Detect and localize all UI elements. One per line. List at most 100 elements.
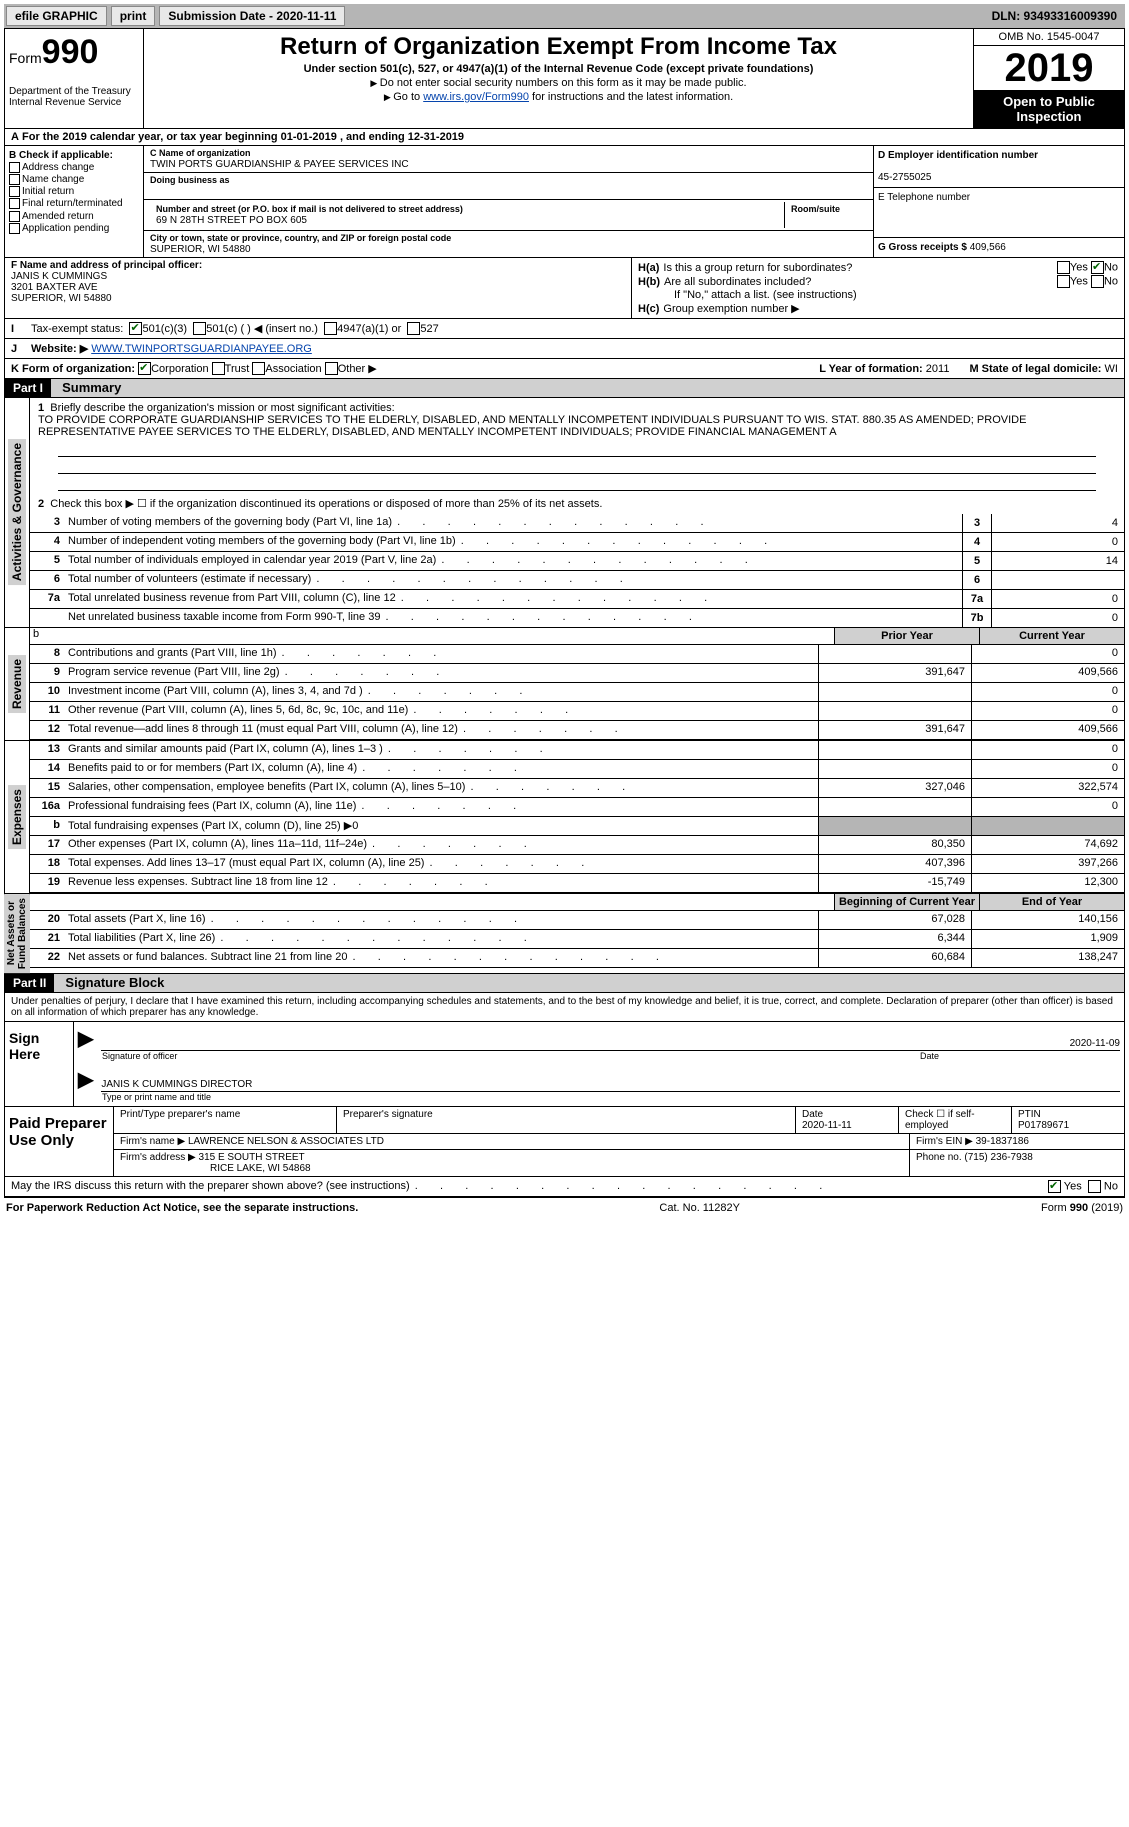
tax-year: 2019	[974, 46, 1124, 90]
chk-application-pending[interactable]: Application pending	[22, 223, 109, 234]
dept-treasury: Department of the Treasury Internal Reve…	[9, 86, 139, 108]
blank-line-2	[58, 459, 1096, 474]
org-name: TWIN PORTS GUARDIANSHIP & PAYEE SERVICES…	[150, 159, 409, 170]
name-label: Type or print name and title	[78, 1092, 1120, 1102]
city-label: City or town, state or province, country…	[150, 233, 451, 243]
na-line: 20Total assets (Part X, line 16)67,02814…	[30, 911, 1124, 930]
q1-label: Briefly describe the organization's miss…	[50, 402, 394, 414]
blocks-bcde: B Check if applicable: Address change Na…	[5, 146, 1124, 258]
ptin-hdr: PTIN	[1018, 1109, 1041, 1120]
row-k-org: K Form of organization: Corporation Trus…	[5, 359, 1124, 379]
chk-address-change[interactable]: Address change	[22, 162, 94, 173]
ptin-val: P01789671	[1018, 1120, 1069, 1131]
gov-line: 4Number of independent voting members of…	[30, 533, 1124, 552]
paid-preparer-block: Paid Preparer Use Only Print/Type prepar…	[5, 1107, 1124, 1177]
q2-text: Check this box ▶ ☐ if the organization d…	[50, 498, 602, 510]
state-domicile: WI	[1105, 363, 1118, 375]
part2-num: Part II	[5, 974, 54, 992]
sign-here-block: Sign Here ▶ 2020-11-09 Signature of offi…	[5, 1022, 1124, 1107]
preparer-name-hdr: Print/Type preparer's name	[114, 1107, 337, 1133]
section-net-assets: Net Assets or Fund Balances Beginning of…	[5, 894, 1124, 974]
na-side-label: Net Assets or Fund Balances	[4, 894, 30, 973]
omb-number: OMB No. 1545-0047	[974, 29, 1124, 46]
cal-year-text: For the 2019 calendar year, or tax year …	[22, 131, 464, 143]
officer-addr2: SUPERIOR, WI 54880	[11, 293, 112, 304]
self-employed-chk[interactable]: Check ☐ if self-employed	[899, 1107, 1012, 1133]
sign-date: 2020-11-09	[1070, 1038, 1120, 1049]
block-de: D Employer identification number45-27550…	[873, 146, 1124, 257]
part1-num: Part I	[5, 379, 51, 397]
gross-receipts-label: G Gross receipts $	[878, 242, 967, 253]
may-discuss-row: May the IRS discuss this return with the…	[5, 1177, 1124, 1197]
rev-line: 12Total revenue—add lines 8 through 11 (…	[30, 721, 1124, 740]
opt-501c3[interactable]: 501(c)(3)	[142, 323, 187, 335]
row-i-tax-status: ITax-exempt status: 501(c)(3) 501(c) ( )…	[5, 319, 1124, 339]
opt-501c[interactable]: 501(c) ( ) ◀ (insert no.)	[206, 322, 318, 335]
prep-date-hdr: Date	[802, 1109, 823, 1120]
f-label: F Name and address of principal officer:	[11, 260, 202, 271]
form-title: Return of Organization Exempt From Incom…	[152, 33, 965, 61]
exp-line: 13Grants and similar amounts paid (Part …	[30, 741, 1124, 760]
exp-line: 18Total expenses. Add lines 13–17 (must …	[30, 855, 1124, 874]
opt-assoc[interactable]: Association	[265, 363, 321, 375]
chk-final-return[interactable]: Final return/terminated	[22, 199, 123, 210]
rev-line: 8Contributions and grants (Part VIII, li…	[30, 645, 1124, 664]
footer-right: Form 990 (2019)	[1041, 1202, 1123, 1214]
line-2: 2 Check this box ▶ ☐ if the organization…	[30, 493, 1124, 514]
officer-addr1: 3201 BAXTER AVE	[11, 282, 98, 293]
prep-date-val: 2020-11-11	[802, 1120, 852, 1131]
part1-title: Summary	[54, 378, 129, 397]
exp-line: 14Benefits paid to or for members (Part …	[30, 760, 1124, 779]
gross-receipts-value: 409,566	[970, 242, 1006, 253]
gov-line: 6Total number of volunteers (estimate if…	[30, 571, 1124, 590]
block-b-header: B Check if applicable:	[9, 150, 139, 161]
open-to-public: Open to Public Inspection	[974, 90, 1124, 128]
opt-trust[interactable]: Trust	[225, 363, 250, 375]
rev-line: 9Program service revenue (Part VIII, lin…	[30, 664, 1124, 683]
instruction-2: Go to www.irs.gov/Form990 for instructio…	[152, 91, 965, 103]
section-expenses: Expenses 13Grants and similar amounts pa…	[5, 741, 1124, 894]
room-label: Room/suite	[791, 204, 840, 214]
tax-exempt-label: Tax-exempt status:	[31, 323, 123, 335]
opt-other[interactable]: Other ▶	[338, 362, 377, 375]
footer-left: For Paperwork Reduction Act Notice, see …	[6, 1202, 358, 1214]
gov-line: 5Total number of individuals employed in…	[30, 552, 1124, 571]
form-subtitle: Under section 501(c), 527, or 4947(a)(1)…	[152, 63, 965, 75]
ein-label: D Employer identification number	[878, 150, 1038, 161]
firm-phone: (715) 236-7938	[964, 1152, 1032, 1163]
chk-initial-return[interactable]: Initial return	[22, 186, 74, 197]
irs-link[interactable]: www.irs.gov/Form990	[423, 91, 529, 103]
col-curr: Current Year	[979, 628, 1124, 644]
part2-title: Signature Block	[57, 973, 172, 992]
section-revenue: Revenue b Prior Year Current Year 8Contr…	[5, 628, 1124, 741]
city-value: SUPERIOR, WI 54880	[150, 244, 251, 255]
opt-corp[interactable]: Corporation	[151, 363, 208, 375]
rev-side-label: Revenue	[8, 655, 26, 713]
website-link[interactable]: WWW.TWINPORTSGUARDIANPAYEE.ORG	[91, 343, 312, 355]
name-arrow-icon: ▶	[78, 1067, 93, 1092]
exp-side-label: Expenses	[8, 785, 26, 849]
form-container: Form990 Department of the Treasury Inter…	[4, 28, 1125, 1198]
print-button[interactable]: print	[111, 6, 156, 26]
efile-button[interactable]: efile GRAPHIC	[6, 6, 107, 26]
chk-amended[interactable]: Amended return	[22, 211, 94, 222]
blank-line-3	[58, 476, 1096, 491]
officer-name: JANIS K CUMMINGS	[11, 271, 107, 282]
rev-line: 10Investment income (Part VIII, column (…	[30, 683, 1124, 702]
firm-addr-lbl: Firm's address ▶	[120, 1152, 196, 1163]
form-header: Form990 Department of the Treasury Inter…	[5, 29, 1124, 129]
officer-typed-name: JANIS K CUMMINGS DIRECTOR	[101, 1079, 252, 1090]
phone-label: E Telephone number	[878, 192, 970, 203]
sig-label: Signature of officer	[102, 1051, 920, 1061]
chk-name-change[interactable]: Name change	[22, 174, 84, 185]
dba-label: Doing business as	[150, 175, 230, 185]
officer-signature-line[interactable]: 2020-11-09	[101, 1038, 1120, 1051]
opt-527[interactable]: 527	[420, 323, 438, 335]
rev-col-header: b Prior Year Current Year	[30, 628, 1124, 645]
inst2-pre: Go to	[393, 91, 423, 103]
opt-4947[interactable]: 4947(a)(1) or	[337, 323, 401, 335]
street-label: Number and street (or P.O. box if mail i…	[156, 204, 463, 214]
firm-name-lbl: Firm's name ▶	[120, 1136, 185, 1147]
exp-line: 19Revenue less expenses. Subtract line 1…	[30, 874, 1124, 893]
firm-ein-lbl: Firm's EIN ▶	[916, 1136, 973, 1147]
